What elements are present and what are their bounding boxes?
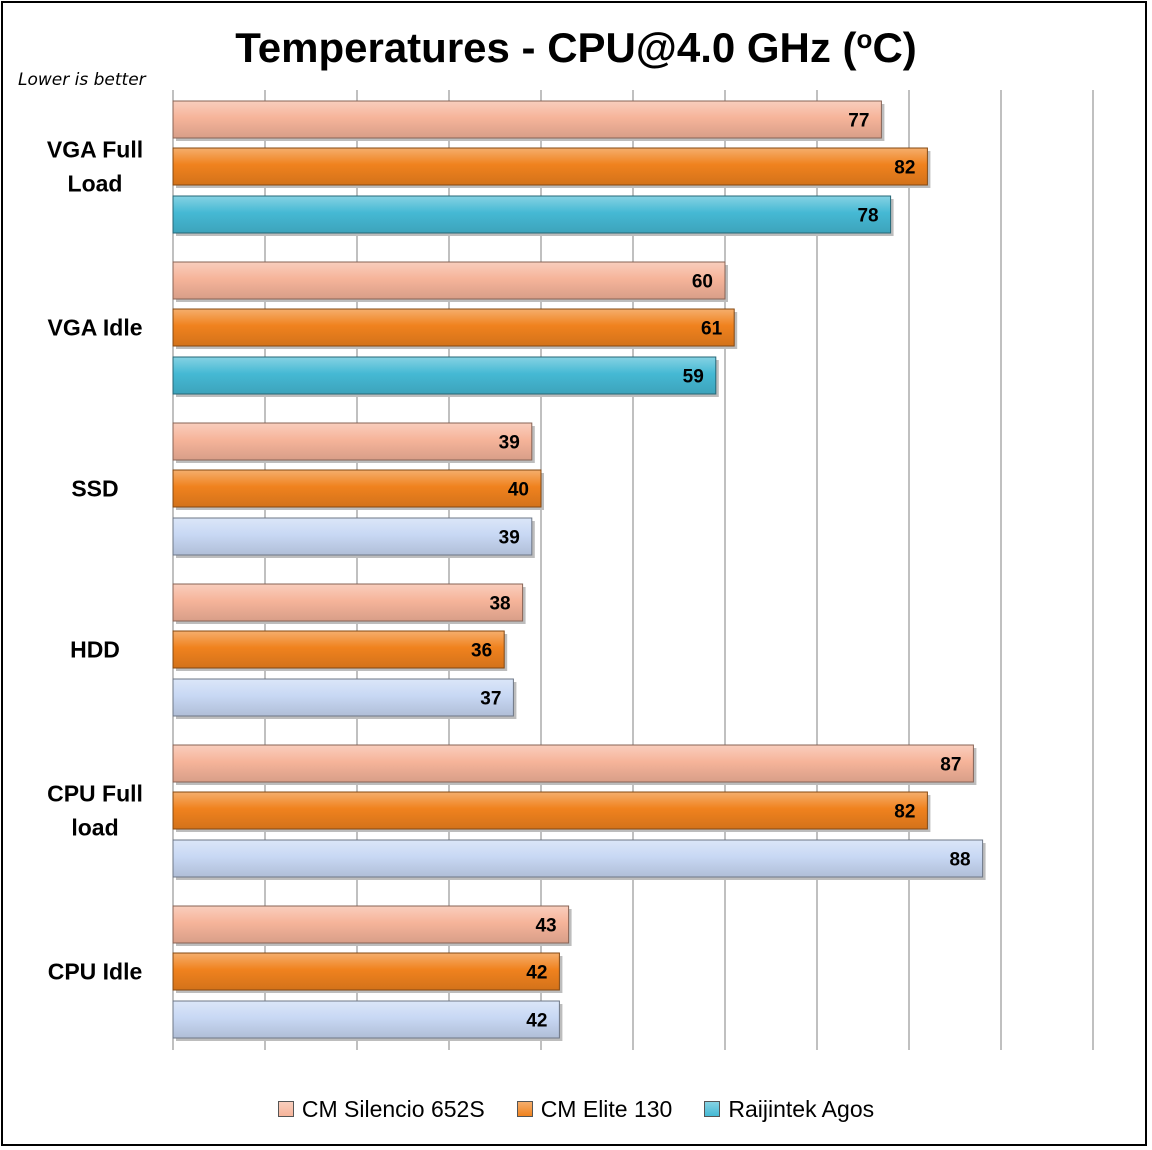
legend-item: CM Silencio 652S — [277, 1096, 485, 1123]
data-label: 36 — [471, 641, 492, 662]
data-label: 61 — [701, 319, 723, 340]
bar-cm-silencio-652s-4 — [172, 744, 974, 783]
bar-raijintek-agos-0 — [172, 195, 892, 234]
category-label: VGA Idle — [48, 315, 143, 341]
legend-swatch — [516, 1101, 533, 1117]
data-label: 59 — [683, 367, 704, 388]
legend-label: CM Silencio 652S — [301, 1096, 485, 1122]
data-label: 42 — [526, 1011, 547, 1032]
legend-label: CM Elite 130 — [540, 1096, 673, 1122]
data-label: 87 — [940, 755, 961, 776]
data-label: 43 — [535, 916, 556, 937]
bar-cm-silencio-652s-3 — [172, 583, 524, 622]
bar-marks: 77 82 78 60 61 59 39 40 39 38 36 37 87 82 88 43 42 42 — [172, 100, 986, 1041]
bar-cm-silencio-652s-1 — [172, 261, 726, 300]
legend-label: Raijintek Agos — [728, 1096, 875, 1122]
category-labels: VGA Full Load VGA Idle SSD HDD CPU Full load CP… — [47, 137, 143, 985]
bar-cm-elite-130-3 — [172, 630, 505, 669]
chart-title: Temperatures - CPU@4.0 GHz (oC) — [235, 24, 917, 71]
data-label: 40 — [508, 480, 529, 501]
data-label: 88 — [949, 850, 970, 871]
bar-raijintek-agos-5 — [172, 1000, 560, 1039]
legend-item: CM Elite 130 — [516, 1096, 673, 1123]
bar-cm-elite-130-4 — [172, 791, 928, 830]
category-label: CPU Idle — [48, 959, 143, 985]
data-label: 78 — [857, 206, 878, 227]
legend-swatch — [704, 1101, 721, 1117]
category-label: SSD — [71, 476, 118, 502]
bar-raijintek-agos-2 — [172, 517, 533, 556]
data-label: 42 — [526, 963, 547, 984]
grid-lines — [172, 90, 1094, 1050]
data-label: 82 — [894, 158, 915, 179]
bar-cm-elite-130-2 — [172, 469, 542, 508]
bar-cm-silencio-652s-2 — [172, 422, 533, 461]
category-label: HDD — [70, 637, 120, 663]
bar-raijintek-agos-1 — [172, 356, 717, 395]
data-label: 39 — [499, 528, 520, 549]
bar-raijintek-agos-4 — [172, 839, 984, 878]
data-label: 38 — [489, 594, 510, 615]
bar-cm-silencio-652s-0 — [172, 100, 882, 139]
data-label: 77 — [848, 111, 869, 132]
data-label: 60 — [692, 272, 713, 293]
data-label: 82 — [894, 802, 915, 823]
data-label: 37 — [480, 689, 501, 710]
category-label: VGA Full Load — [47, 137, 143, 197]
data-label: 39 — [499, 433, 520, 454]
bar-raijintek-agos-3 — [172, 678, 514, 717]
bar-cm-elite-130-0 — [172, 147, 928, 186]
category-label: CPU Full load — [47, 781, 143, 841]
legend: CM Silencio 652S CM Elite 130 Raijintek Ag… — [0, 1096, 1152, 1123]
legend-swatch — [277, 1101, 294, 1117]
chart-subtitle: Lower is better — [18, 70, 146, 90]
bar-cm-elite-130-5 — [172, 952, 560, 991]
bar-cm-silencio-652s-5 — [172, 905, 570, 944]
legend-item: Raijintek Agos — [704, 1096, 874, 1123]
bar-cm-elite-130-1 — [172, 308, 735, 347]
